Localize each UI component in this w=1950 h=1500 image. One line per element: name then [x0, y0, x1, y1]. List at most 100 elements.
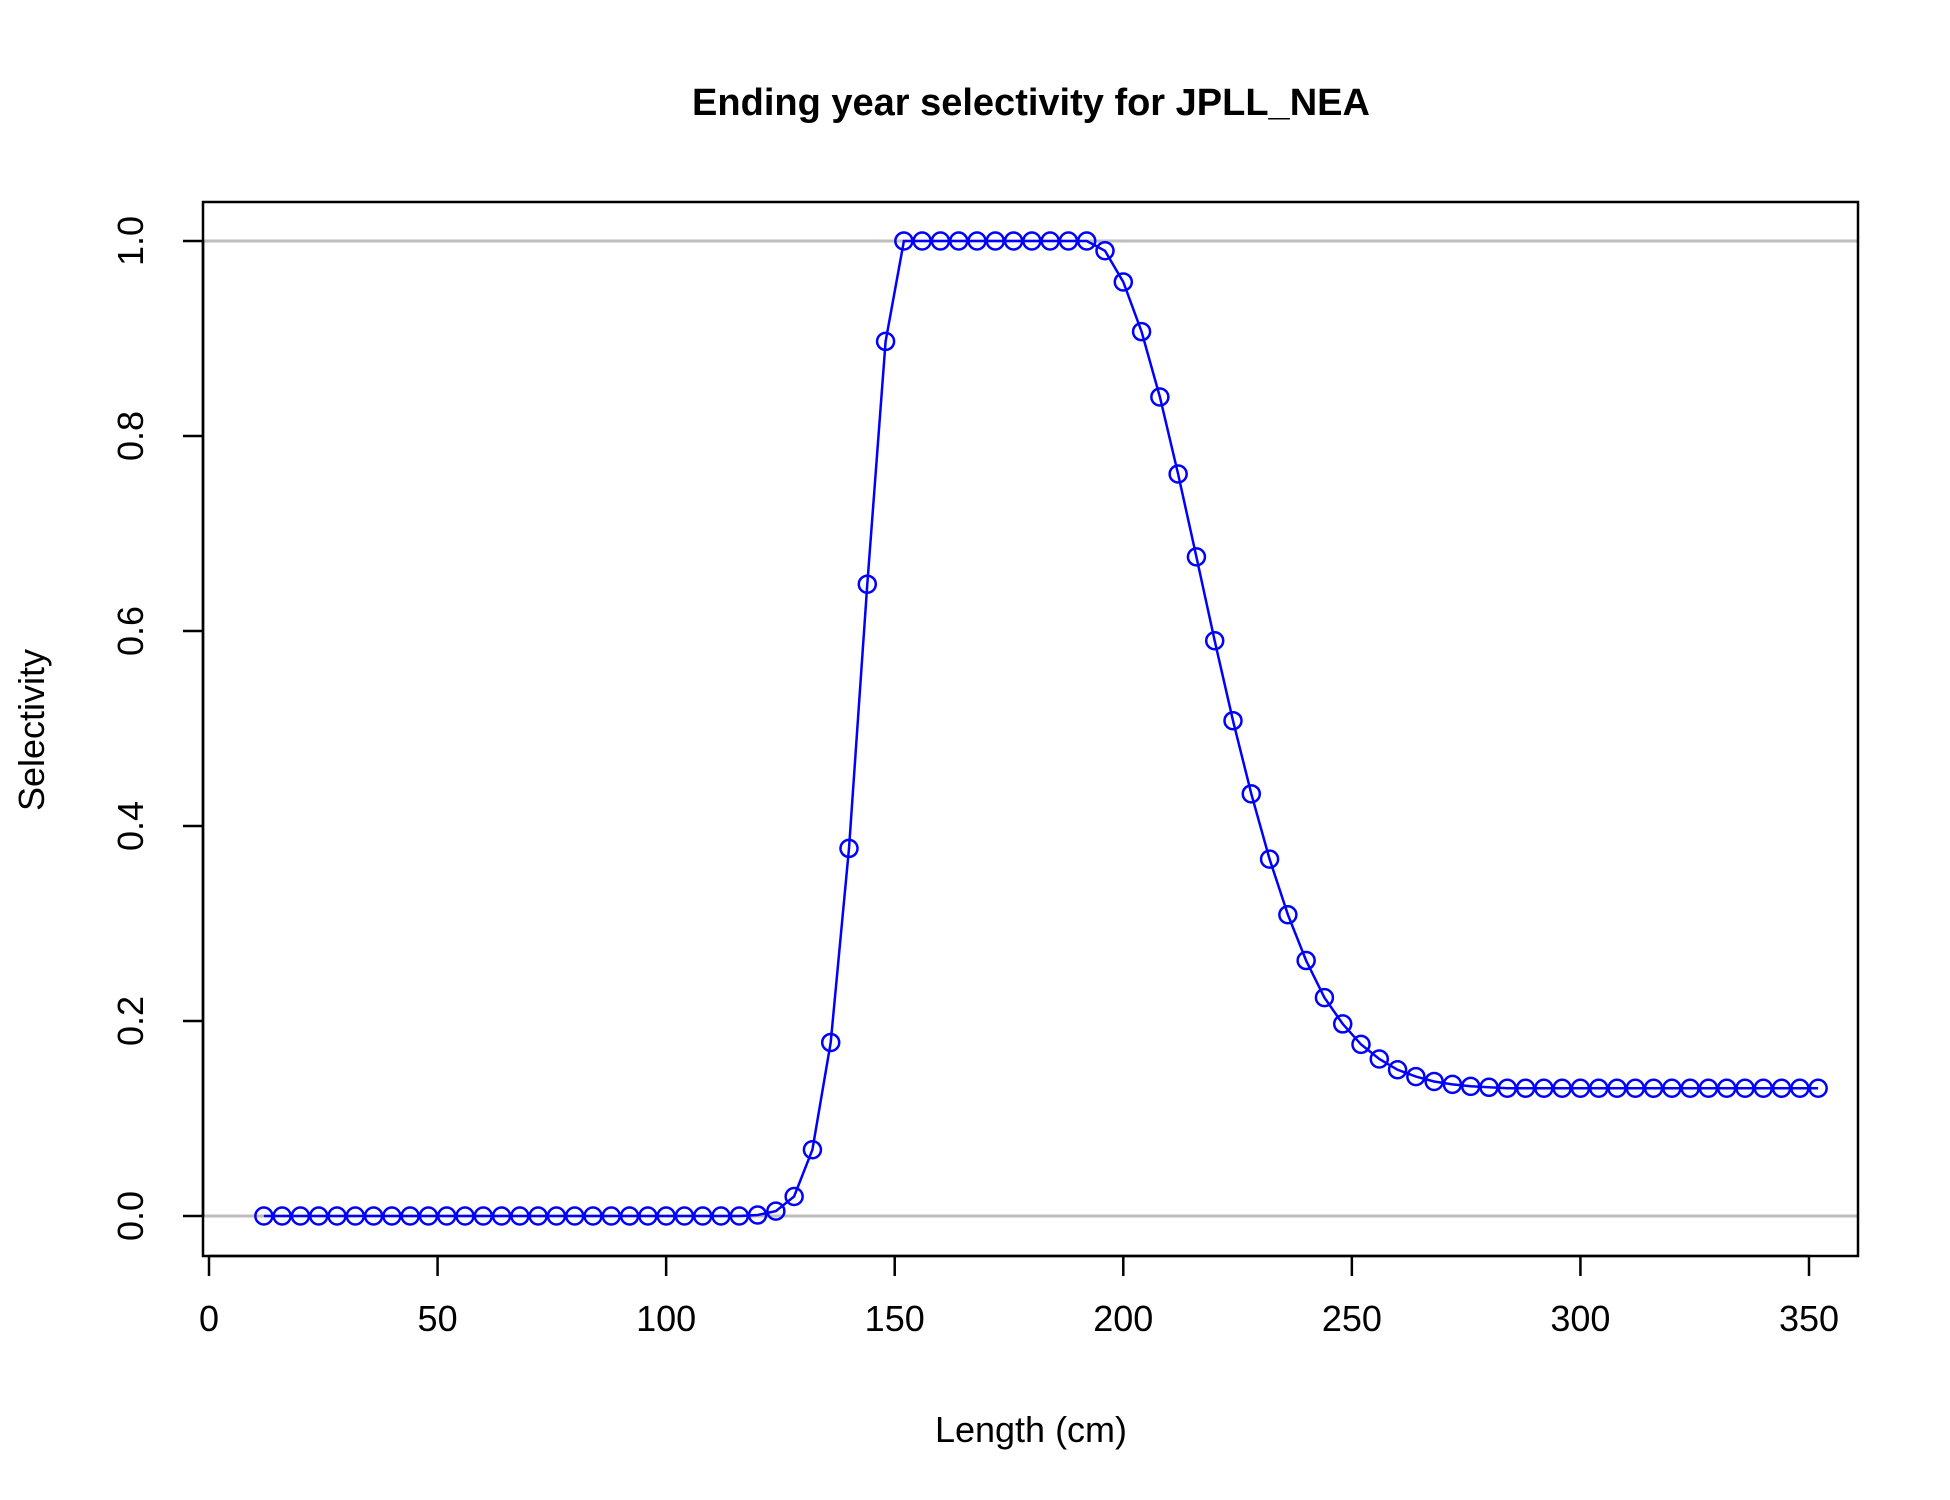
y-axis-label: Selectivity	[11, 649, 52, 811]
data-point	[1607, 1078, 1627, 1099]
data-point	[1022, 231, 1042, 251]
data-point	[948, 231, 969, 251]
y-tick-label-2: 0.4	[110, 801, 151, 851]
data-point	[1406, 1066, 1426, 1087]
data-point	[1351, 1034, 1371, 1055]
x-tick-label-5: 250	[1322, 1298, 1382, 1339]
data-point	[985, 231, 1006, 251]
data-point	[546, 1206, 567, 1226]
data-point	[1168, 464, 1188, 484]
data-point	[1040, 231, 1060, 251]
data-point	[418, 1206, 439, 1226]
data-point	[308, 1206, 329, 1226]
data-point	[802, 1139, 823, 1160]
data-point	[1588, 1078, 1609, 1099]
data-point	[820, 1032, 841, 1053]
plot-frame	[201, 200, 1860, 1258]
data-point	[1771, 1078, 1792, 1099]
data-point	[1716, 1078, 1737, 1099]
data-point	[967, 231, 987, 251]
data-point	[1680, 1078, 1700, 1099]
x-tick-label-3: 150	[865, 1298, 925, 1339]
x-tick-label-4: 200	[1093, 1298, 1153, 1339]
y-tick-label-5: 1.0	[110, 216, 151, 266]
data-point	[1735, 1078, 1755, 1099]
data-point	[382, 1206, 402, 1226]
data-point	[1625, 1078, 1646, 1099]
data-point	[711, 1206, 731, 1226]
data-point	[674, 1206, 695, 1226]
data-point	[345, 1206, 366, 1226]
data-point	[1150, 387, 1170, 407]
data-point	[766, 1201, 786, 1221]
data-point	[1442, 1074, 1463, 1095]
data-point	[1332, 1014, 1353, 1034]
data-point	[1515, 1078, 1536, 1099]
data-point	[638, 1206, 658, 1226]
plot-area: 0 50 100 150 200 250 300 350 0.0 0.2 0.4 0.6 0.8 1.0	[110, 200, 1860, 1339]
data-point	[1387, 1060, 1408, 1080]
data-point	[1424, 1071, 1444, 1092]
data-point	[912, 231, 932, 251]
data-point	[1131, 321, 1152, 342]
y-tick-label-3: 0.6	[110, 606, 151, 656]
data-point	[1314, 987, 1335, 1008]
data-point	[254, 1206, 274, 1226]
data-point	[436, 1206, 457, 1226]
data-point	[875, 331, 896, 352]
data-point	[1186, 547, 1207, 567]
y-tick-label-1: 0.2	[110, 996, 151, 1046]
x-axis-label: Length (cm)	[935, 1409, 1127, 1450]
data-point	[1223, 710, 1243, 731]
data-point	[290, 1206, 311, 1226]
data-point	[1095, 241, 1115, 261]
data-point	[327, 1206, 347, 1226]
data-point	[601, 1206, 622, 1226]
data-point	[1003, 231, 1024, 251]
data-point	[564, 1206, 585, 1226]
data-point	[1808, 1078, 1828, 1099]
data-point	[1204, 631, 1225, 651]
data-point	[1497, 1078, 1518, 1099]
data-point	[619, 1206, 640, 1226]
data-point	[1534, 1078, 1554, 1099]
data-point	[1698, 1078, 1719, 1099]
data-point	[455, 1206, 475, 1226]
data-point	[894, 231, 914, 251]
data-point	[839, 838, 859, 859]
data-point	[1259, 849, 1280, 869]
data-point	[528, 1206, 548, 1226]
data-point	[583, 1206, 603, 1226]
data-point	[1076, 231, 1097, 251]
data-point	[1643, 1078, 1664, 1099]
data-point	[857, 574, 878, 594]
data-point	[1570, 1078, 1591, 1099]
data-point	[1552, 1078, 1572, 1099]
data-point	[510, 1206, 530, 1226]
data-point	[1296, 950, 1316, 971]
data-point	[491, 1206, 512, 1226]
data-point	[1790, 1078, 1810, 1099]
data-point	[784, 1186, 804, 1207]
chart-title: Ending year selectivity for JPLL_NEA	[692, 82, 1370, 124]
data-point	[692, 1206, 713, 1226]
data-point	[400, 1206, 420, 1226]
data-point	[1113, 272, 1134, 292]
data-point	[473, 1206, 494, 1226]
data-point	[1369, 1049, 1390, 1069]
data-point	[1479, 1077, 1499, 1098]
data-point	[1241, 784, 1262, 804]
data-point	[930, 231, 951, 251]
data-point	[1662, 1078, 1682, 1099]
data-point	[747, 1205, 768, 1225]
data-point	[1753, 1078, 1774, 1099]
x-tick-label-1: 50	[418, 1298, 458, 1339]
data-point	[656, 1206, 676, 1226]
data-point	[363, 1206, 384, 1226]
data-point	[1278, 904, 1298, 925]
x-tick-label-6: 300	[1550, 1298, 1610, 1339]
data-point	[1460, 1076, 1481, 1097]
y-tick-label-0: 0.0	[110, 1191, 151, 1241]
data-point	[272, 1206, 292, 1226]
